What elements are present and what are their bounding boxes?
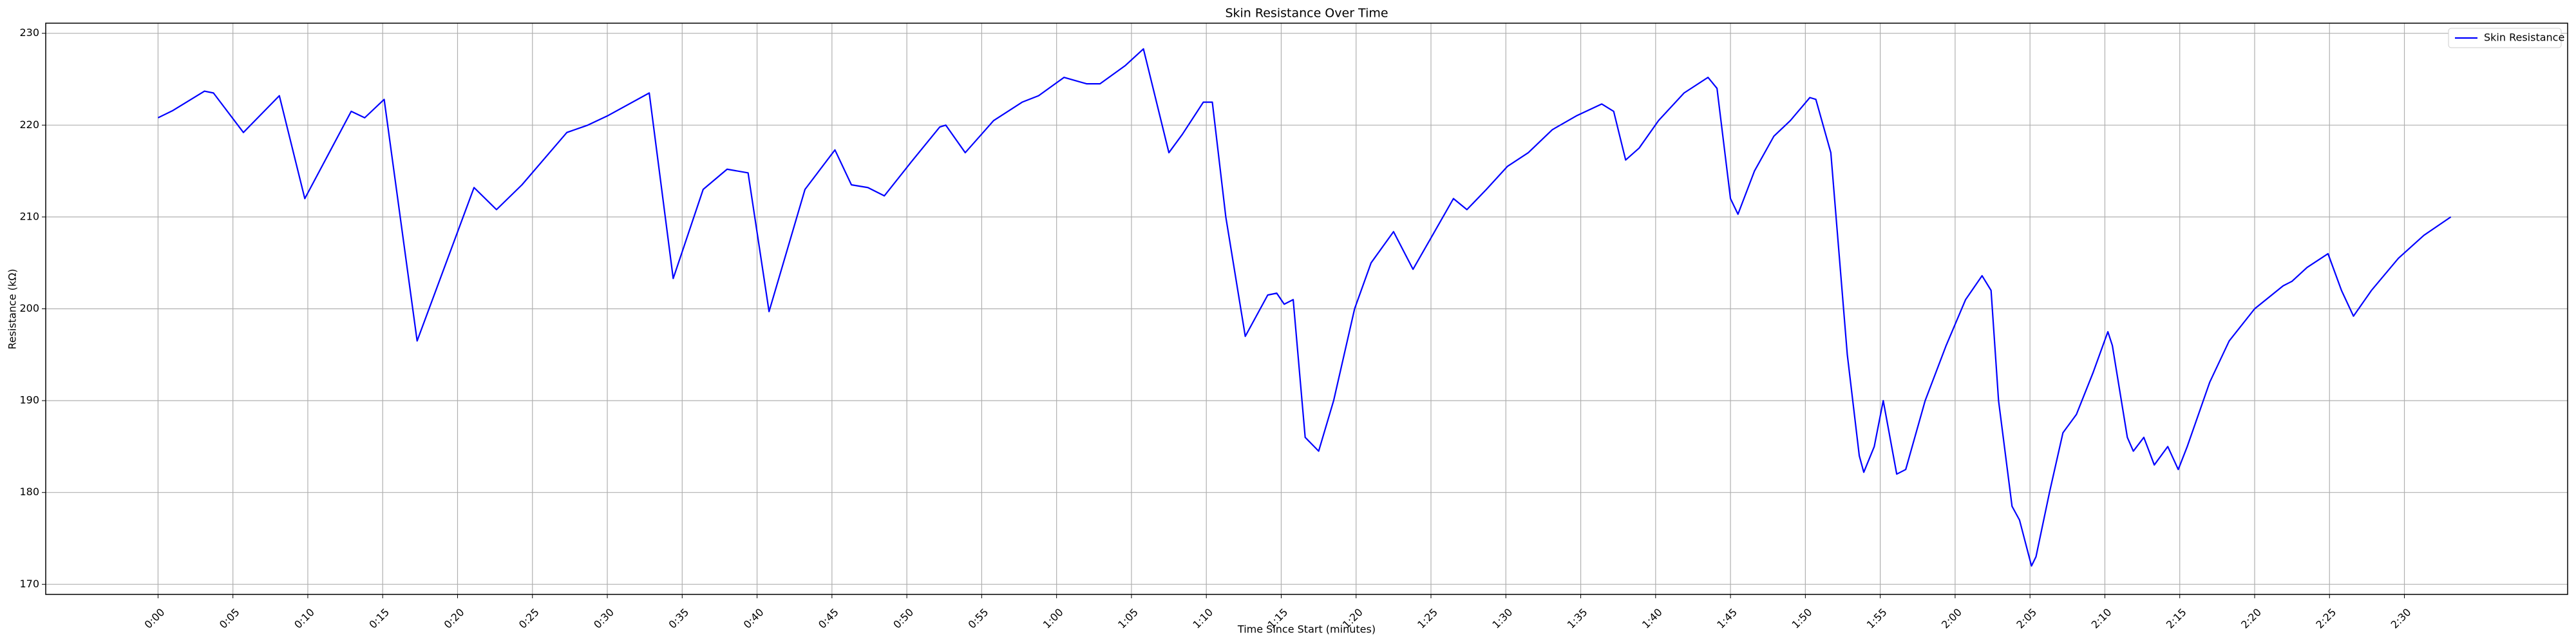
y-tick-label: 180 (19, 486, 39, 498)
y-axis-label: Resistance (kΩ) (6, 269, 19, 349)
y-tick-label: 230 (19, 26, 39, 39)
y-tick-label: 220 (19, 118, 39, 131)
chart-title: Skin Resistance Over Time (1225, 6, 1388, 21)
y-tick-label: 200 (19, 302, 39, 314)
legend-box (2448, 28, 2562, 48)
y-tick-label: 210 (19, 210, 39, 222)
plot-frame (45, 23, 2568, 595)
legend-label: Skin Resistance (2484, 32, 2564, 44)
y-tick-label: 190 (19, 394, 39, 406)
y-tick-label: 170 (19, 578, 39, 590)
data-line (157, 48, 2452, 567)
x-axis-label: Time Since Start (minutes) (1237, 623, 1376, 636)
